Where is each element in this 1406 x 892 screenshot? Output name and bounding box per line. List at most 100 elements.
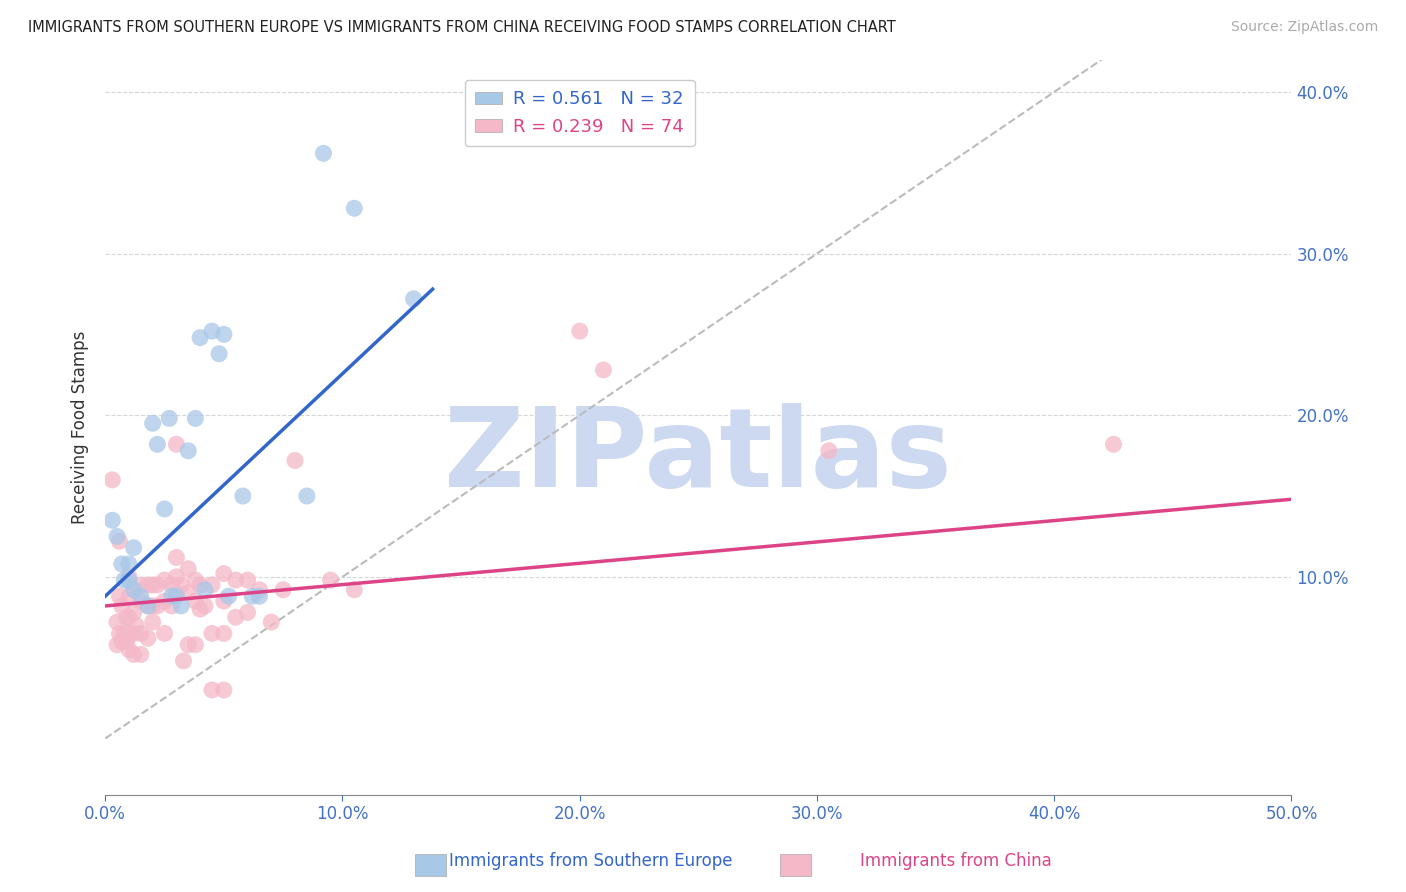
Point [173,654,195,668]
Point [105,638,128,652]
Point [129,626,152,640]
Point [184,594,207,608]
Point [105,529,128,543]
Point [142,615,165,629]
Point [312,146,335,161]
Point [184,638,207,652]
Point [122,626,145,640]
Point [146,599,169,613]
Point [188,330,211,344]
Point [153,573,176,587]
Point [212,566,235,581]
Point [170,578,193,592]
Point [165,570,187,584]
Text: IMMIGRANTS FROM SOUTHERN EUROPE VS IMMIGRANTS FROM CHINA RECEIVING FOOD STAMPS C: IMMIGRANTS FROM SOUTHERN EUROPE VS IMMIG… [28,20,896,35]
Point [112,626,135,640]
Point [201,683,224,698]
Point [101,473,124,487]
Point [184,411,207,425]
Point [236,606,259,620]
Point [136,632,159,646]
Point [817,443,839,458]
Point [188,578,211,592]
Point [111,634,134,648]
Point [122,606,145,620]
Point [112,573,135,587]
Point [295,489,318,503]
Point [146,578,169,592]
Point [153,594,176,608]
Point [118,589,141,603]
Point [160,589,183,603]
Point [118,626,141,640]
Point [249,582,271,597]
Point [122,648,145,662]
Point [142,578,165,592]
Point [142,599,165,613]
Point [146,437,169,451]
Point [177,586,200,600]
Point [160,599,183,613]
Point [218,589,240,603]
Point [212,683,235,698]
Point [177,562,200,576]
Point [118,642,141,657]
Point [170,599,193,613]
Point [111,557,134,571]
Point [188,602,211,616]
Point [122,541,145,555]
Point [568,324,591,338]
Point [208,347,231,361]
Point [225,573,247,587]
Point [165,550,187,565]
Text: ZIPatlas: ZIPatlas [444,403,952,510]
Point [212,327,235,342]
Point [129,648,152,662]
Point [108,534,131,549]
Point [240,589,263,603]
Point [201,324,224,338]
Point [118,570,141,584]
Point [165,437,187,451]
Point [115,634,138,648]
Y-axis label: Receiving Food Stamps: Receiving Food Stamps [72,331,89,524]
Point [319,573,342,587]
Point [108,589,131,603]
Text: Immigrants from Southern Europe: Immigrants from Southern Europe [449,852,733,870]
Point [122,582,145,597]
Text: Source: ZipAtlas.com: Source: ZipAtlas.com [1230,20,1378,34]
Point [105,615,128,629]
Point [101,513,124,527]
Point [118,557,141,571]
Point [184,573,207,587]
Point [122,582,145,597]
Point [125,618,148,632]
Point [177,443,200,458]
Point [118,573,141,587]
Point [260,615,283,629]
Point [177,638,200,652]
Point [136,578,159,592]
Point [249,589,271,603]
Point [118,610,141,624]
Text: Immigrants from China: Immigrants from China [860,852,1052,870]
Point [212,626,235,640]
Point [343,202,366,216]
Point [160,578,183,592]
Point [111,599,134,613]
Point [129,589,152,603]
Point [225,610,247,624]
Point [271,582,294,597]
Point [402,292,425,306]
Point [136,599,159,613]
Point [157,411,180,425]
Point [592,363,614,377]
Point [232,489,254,503]
Point [194,599,217,613]
Point [165,589,187,603]
Legend: R = 0.561   N = 32, R = 0.239   N = 74: R = 0.561 N = 32, R = 0.239 N = 74 [464,79,695,146]
Point [1102,437,1125,451]
Point [142,417,165,431]
Point [108,626,131,640]
Point [136,599,159,613]
